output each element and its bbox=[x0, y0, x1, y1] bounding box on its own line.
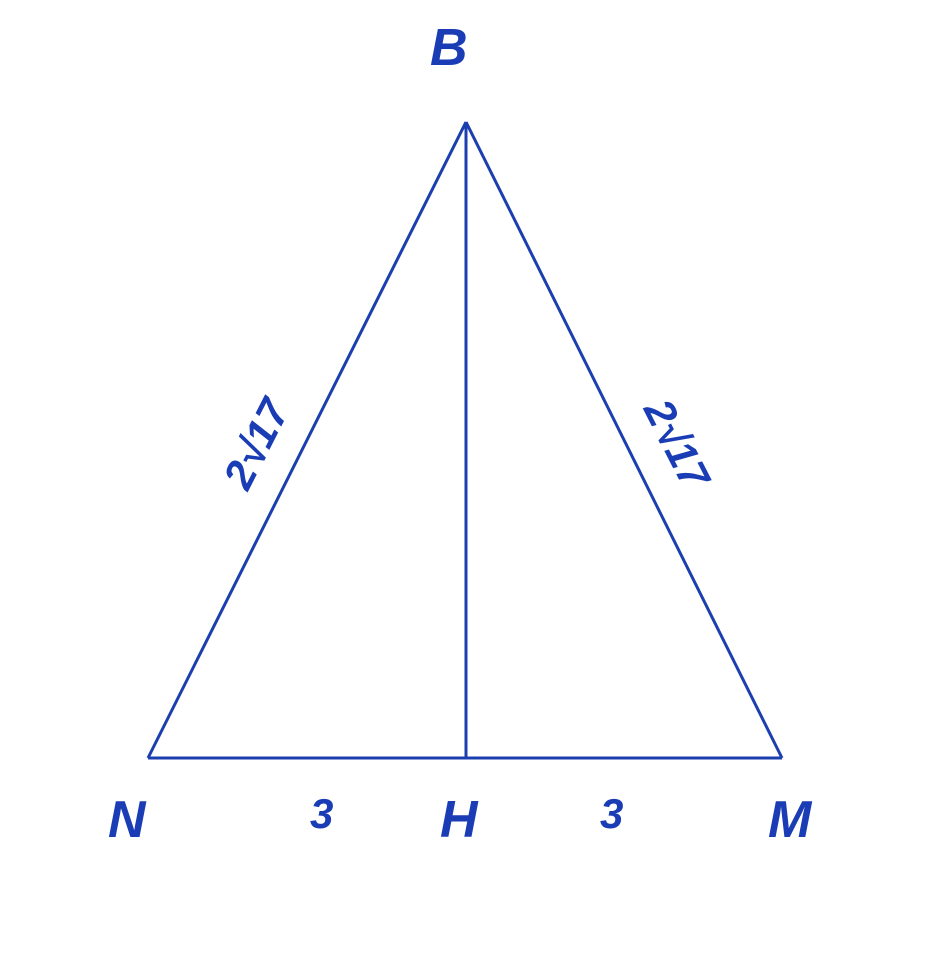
vertex-b-label: B bbox=[430, 18, 468, 78]
vertex-h-label: H bbox=[440, 790, 478, 850]
side-bn bbox=[148, 122, 466, 758]
segment-nh-label: 3 bbox=[310, 790, 333, 838]
vertex-n-label: N bbox=[108, 790, 146, 850]
vertex-m-label: M bbox=[768, 790, 811, 850]
side-bm bbox=[466, 122, 782, 758]
segment-hm-label: 3 bbox=[600, 790, 623, 838]
